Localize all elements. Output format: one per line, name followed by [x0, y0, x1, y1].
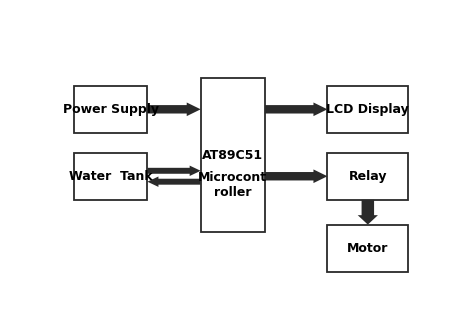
FancyArrow shape	[265, 102, 328, 116]
Text: Microcont
roller: Microcont roller	[198, 171, 267, 199]
FancyArrow shape	[358, 200, 378, 225]
Text: LCD Display: LCD Display	[327, 103, 409, 116]
Text: Power Supply: Power Supply	[63, 103, 159, 116]
Bar	[201, 78, 265, 232]
FancyArrow shape	[265, 169, 328, 183]
Bar	[74, 153, 147, 200]
FancyArrow shape	[147, 176, 201, 187]
Bar	[328, 153, 408, 200]
FancyArrow shape	[147, 102, 201, 116]
Bar	[74, 86, 147, 133]
Text: Water  Tank: Water Tank	[69, 170, 153, 183]
Bar	[328, 86, 408, 133]
FancyArrow shape	[147, 166, 201, 176]
Text: Relay: Relay	[348, 170, 387, 183]
Text: Motor: Motor	[347, 242, 389, 255]
Text: AT89C51: AT89C51	[202, 149, 264, 162]
Bar	[328, 225, 408, 272]
